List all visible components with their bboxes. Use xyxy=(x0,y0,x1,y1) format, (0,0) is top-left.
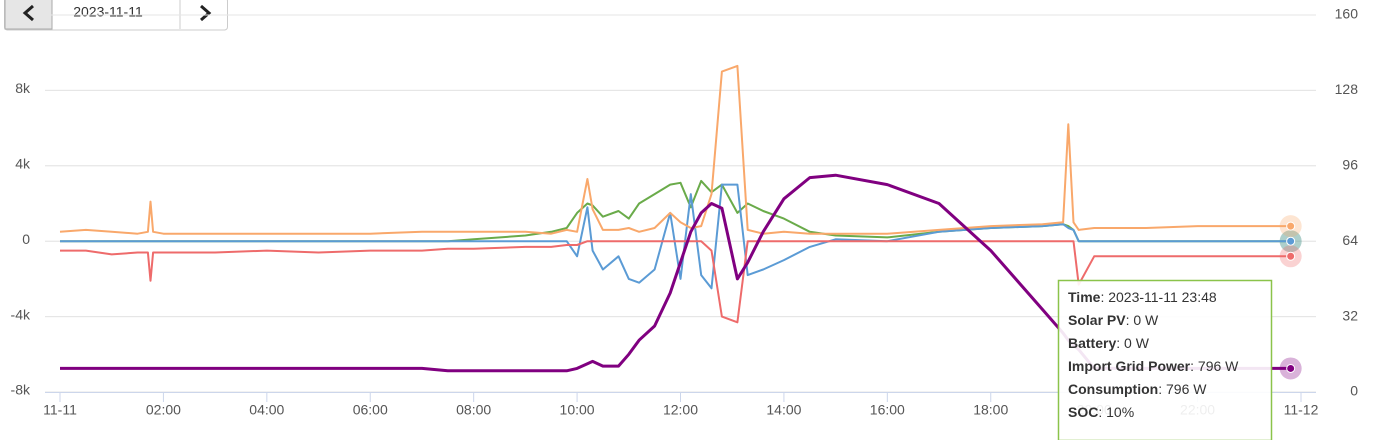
tooltip-value: 796 W xyxy=(1166,381,1207,397)
y-tick-label: -4k xyxy=(11,306,31,322)
tooltip-box xyxy=(1057,279,1273,442)
date-text[interactable]: 2023-11-11 xyxy=(73,4,143,20)
y-tick-label: -8k xyxy=(11,382,31,398)
y-tick-label: 4k xyxy=(15,156,31,172)
y-tick-label: 0 xyxy=(22,231,30,247)
tooltip-value: 0 W xyxy=(1133,312,1159,328)
y2-tick-label: 128 xyxy=(1335,81,1359,97)
separator: : xyxy=(1190,358,1198,374)
series-line xyxy=(60,173,1291,373)
next-button[interactable] xyxy=(200,4,212,22)
series-line xyxy=(59,64,1291,235)
series-line xyxy=(60,240,1291,324)
tooltip-row: Time: 2023-11-11 23:48 xyxy=(1068,289,1217,305)
tooltip-row: Consumption: 796 W xyxy=(1068,381,1207,397)
hover-marker xyxy=(1286,221,1296,231)
separator: : xyxy=(1116,335,1124,351)
x-tick-label: 18:00 xyxy=(973,402,1008,418)
hover-marker xyxy=(1286,363,1296,373)
prev-icon xyxy=(22,4,34,22)
tooltip-label: Import Grid Power xyxy=(1068,358,1191,374)
x-tick-label: 10:00 xyxy=(560,402,595,418)
x-tick-label: 11-11 xyxy=(43,402,77,418)
y-tick-label: 8k xyxy=(15,80,31,96)
hover-marker xyxy=(1286,236,1296,246)
series-line xyxy=(60,183,1291,290)
separator: : xyxy=(1098,404,1106,420)
tooltip-row: Battery: 0 W xyxy=(1068,335,1150,351)
tooltip-value: 2023-11-11 23:48 xyxy=(1108,289,1217,305)
y2-tick-label: 64 xyxy=(1342,232,1358,248)
separator: : xyxy=(1158,381,1166,397)
x-tick-label: 14:00 xyxy=(766,402,801,418)
x-tick-label: 02:00 xyxy=(146,402,181,418)
tooltip-label: Solar PV xyxy=(1068,312,1126,328)
y2-tick-label: 32 xyxy=(1342,307,1358,323)
y2-tick-label: 96 xyxy=(1342,157,1358,173)
tooltip-value: 0 W xyxy=(1124,335,1150,351)
y2-tick-label: 0 xyxy=(1350,383,1358,399)
tooltip-value: 10% xyxy=(1106,404,1134,420)
tooltip-label: Battery xyxy=(1068,335,1116,351)
x-tick-label: 11-12 xyxy=(1284,402,1319,418)
x-tick-label: 16:00 xyxy=(870,402,905,418)
tooltip-label: Consumption xyxy=(1068,381,1158,397)
x-tick-label: 08:00 xyxy=(456,402,491,418)
tooltip-row: SOC: 10% xyxy=(1068,404,1134,420)
separator: : xyxy=(1126,312,1134,328)
series-line xyxy=(60,179,1291,243)
tooltip-label: SOC xyxy=(1068,404,1098,420)
tooltip-label: Time xyxy=(1068,289,1101,305)
tooltip-row: Solar PV: 0 W xyxy=(1068,312,1159,328)
tooltip-value: 796 W xyxy=(1198,358,1239,374)
plot-area xyxy=(59,64,1302,380)
x-tick-label: 06:00 xyxy=(353,402,388,418)
x-tick-label: 04:00 xyxy=(249,402,284,418)
y2-tick-label: 160 xyxy=(1335,6,1359,22)
hover-marker xyxy=(1286,251,1296,261)
x-tick-label: 12:00 xyxy=(663,402,698,418)
separator: : xyxy=(1100,289,1108,305)
tooltip-row: Import Grid Power: 796 W xyxy=(1068,358,1239,374)
